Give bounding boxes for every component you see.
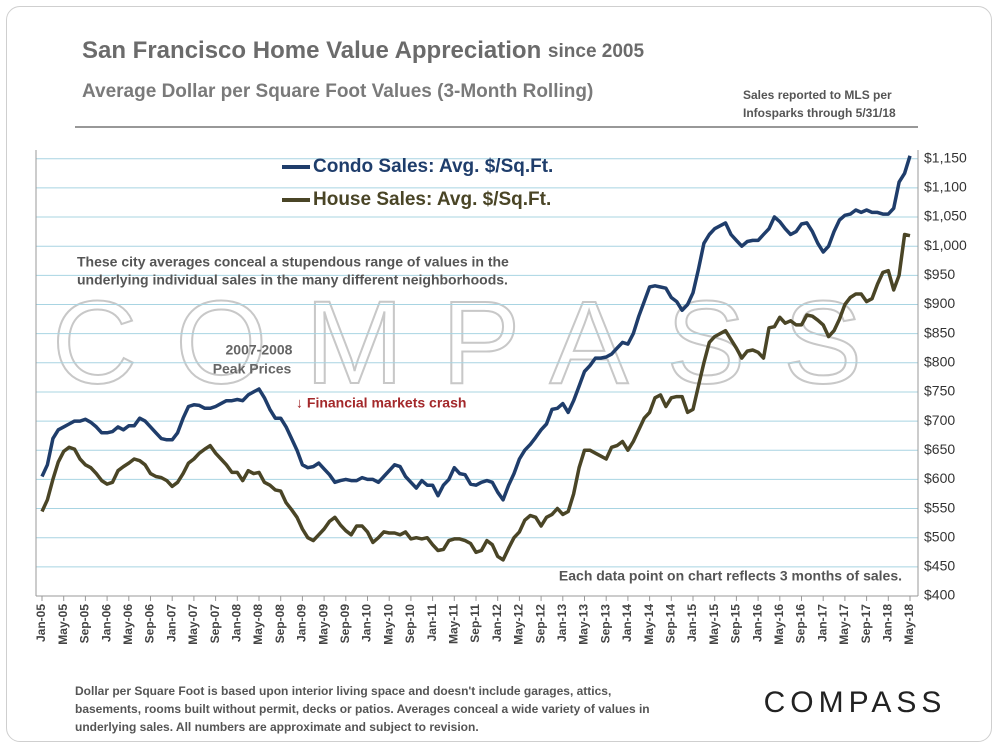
legend-label: Condo Sales: Avg. $/Sq.Ft.: [313, 156, 553, 177]
x-tick-label: Jan-07: [164, 604, 178, 642]
y-tick-label: $550: [924, 499, 955, 515]
x-tick-label: Sep-11: [468, 604, 482, 643]
x-tick-label: Jan-10: [360, 604, 374, 642]
y-tick-label: $750: [924, 383, 955, 399]
annotation: underlying individual sales in the many …: [77, 272, 508, 288]
annotation: ↓ Financial markets crash: [296, 395, 466, 411]
y-tick-label: $1,050: [924, 208, 967, 224]
x-tick-label: May-16: [772, 604, 786, 645]
y-tick-label: $700: [924, 412, 955, 428]
chart-title: San Francisco Home Value Appreciation: [82, 37, 541, 64]
x-tick-label: Jan-15: [685, 604, 699, 642]
legend-label: House Sales: Avg. $/Sq.Ft.: [313, 189, 551, 210]
x-tick-label: Jan-09: [295, 604, 309, 642]
x-tick-label: May-07: [186, 604, 200, 645]
x-tick-label: Sep-14: [663, 604, 677, 644]
source: Sales reported to MLS per: [743, 88, 892, 102]
x-tick-label: Jan-17: [815, 604, 829, 642]
series-line: [40, 155, 912, 502]
x-tick-label: Jan-11: [425, 604, 439, 642]
y-tick-label: $650: [924, 441, 955, 457]
annotation: Each data point on chart reflects 3 mont…: [559, 568, 902, 584]
logo: COMPASS: [764, 686, 947, 719]
y-tick-label: $450: [924, 558, 955, 574]
source: Infosparks through 5/31/18: [743, 106, 896, 120]
footnote: underlying sales. All numbers are approx…: [75, 720, 479, 734]
x-tick-label: May-08: [251, 604, 265, 645]
y-tick-label: $850: [924, 324, 955, 340]
y-tick-label: $500: [924, 528, 955, 544]
footnote: Dollar per Square Foot is based upon int…: [75, 684, 611, 698]
x-tick-label: May-05: [56, 604, 70, 645]
x-tick-label: Sep-17: [859, 604, 873, 644]
annotation: Peak Prices: [213, 361, 292, 377]
x-tick-label: May-10: [381, 604, 395, 645]
x-tick-label: Sep-15: [729, 604, 743, 644]
y-tick-label: $1,000: [924, 237, 967, 253]
x-tick-label: May-06: [121, 604, 135, 645]
y-tick-label: $800: [924, 354, 955, 370]
x-tick-label: Sep-05: [78, 604, 92, 644]
x-tick-label: Sep-10: [403, 604, 417, 644]
x-tick-label: May-14: [642, 604, 656, 645]
x-tick-label: Sep-12: [533, 604, 547, 644]
x-tick-label: Sep-08: [273, 604, 287, 644]
x-tick-label: Sep-16: [794, 604, 808, 644]
x-tick-label: May-17: [837, 604, 851, 645]
x-tick-label: Jan-05: [34, 604, 48, 642]
x-tick-label: Jan-06: [99, 604, 113, 642]
x-tick-label: Jan-18: [880, 604, 894, 642]
series-line: [40, 232, 911, 562]
x-tick-label: May-11: [446, 604, 460, 644]
x-tick-label: Jan-12: [490, 604, 504, 642]
y-tick-label: $400: [924, 587, 955, 603]
card: [6, 6, 992, 742]
x-tick-label: May-13: [577, 604, 591, 645]
watermark: COMPASS: [52, 277, 862, 409]
footnote: basements, rooms built without permit, d…: [75, 702, 650, 716]
x-tick-label: Sep-09: [338, 604, 352, 644]
x-tick-label: Sep-06: [143, 604, 157, 644]
y-tick-label: $950: [924, 266, 955, 282]
y-tick-label: $1,150: [924, 149, 967, 165]
subtitle: Average Dollar per Square Foot Values (3…: [82, 81, 593, 102]
annotation: These city averages conceal a stupendous…: [77, 254, 509, 270]
title-group: San Francisco Home Value Appreciation si…: [82, 37, 644, 64]
x-tick-label: May-15: [707, 604, 721, 645]
x-tick-label: May-12: [512, 604, 526, 645]
x-tick-label: Jan-08: [229, 604, 243, 642]
x-tick-label: Jan-13: [555, 604, 569, 642]
x-tick-label: Sep-13: [598, 604, 612, 644]
x-tick-label: May-18: [902, 604, 916, 645]
y-tick-label: $600: [924, 470, 955, 486]
x-tick-label: Jan-14: [620, 604, 634, 642]
x-tick-label: Sep-07: [208, 604, 222, 644]
x-tick-label: Jan-16: [750, 604, 764, 642]
y-tick-label: $900: [924, 295, 955, 311]
title-suffix: since 2005: [548, 41, 645, 62]
x-tick-label: May-09: [316, 604, 330, 645]
y-tick-label: $1,100: [924, 179, 967, 195]
annotation: 2007-2008: [226, 342, 293, 358]
